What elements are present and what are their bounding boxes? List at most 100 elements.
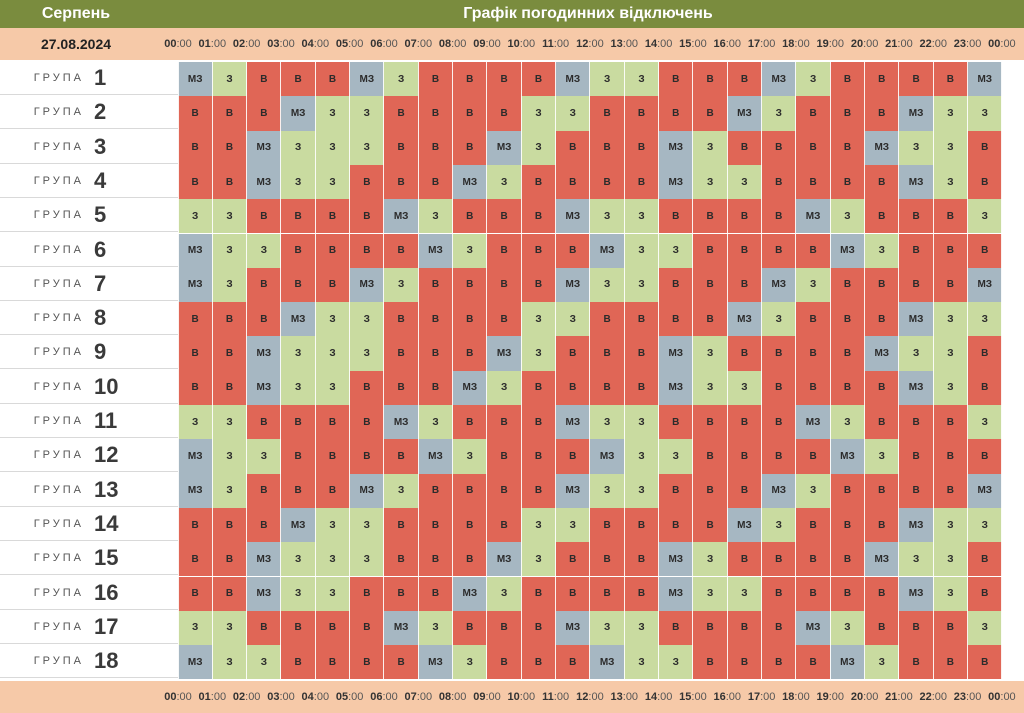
- bottom-time-label: 06:00: [370, 681, 398, 713]
- schedule-cell: В: [452, 405, 487, 440]
- top-time-label: 02:00: [233, 28, 261, 60]
- schedule-cell: В: [761, 130, 796, 165]
- schedule-cell: З: [452, 439, 487, 474]
- schedule-cell: З: [933, 164, 968, 200]
- schedule-cell: З: [315, 164, 350, 200]
- schedule-cell: З: [864, 645, 899, 680]
- schedule-cell: З: [315, 302, 350, 337]
- schedule-cell: МЗ: [589, 439, 625, 474]
- time-minute: :00: [657, 691, 673, 703]
- top-time-label: 07:00: [405, 28, 433, 60]
- schedule-cell: МЗ: [178, 233, 213, 268]
- time-minute: :00: [519, 691, 536, 703]
- schedule-cell: З: [795, 62, 831, 97]
- schedule-cell: В: [212, 130, 247, 165]
- schedule-cell: В: [761, 645, 796, 680]
- schedule-cell: В: [589, 576, 625, 611]
- schedule-cell: В: [727, 645, 762, 680]
- group-label-row: ГРУПА 17: [0, 611, 178, 644]
- schedule-cell: МЗ: [658, 164, 693, 200]
- schedule-cell: В: [624, 370, 659, 405]
- schedule-cell: В: [898, 473, 934, 508]
- time-minute: :00: [382, 38, 398, 50]
- schedule-cell: З: [349, 130, 384, 165]
- hour-divider: [349, 62, 351, 679]
- top-time-label: 14:00: [645, 28, 673, 60]
- schedule-cell: З: [178, 610, 213, 646]
- schedule-cell: З: [383, 267, 419, 303]
- schedule-cell: МЗ: [555, 473, 590, 508]
- schedule-cell: В: [349, 164, 384, 200]
- schedule-cell: В: [589, 507, 625, 543]
- schedule-cell: МЗ: [830, 439, 865, 474]
- time-hour: 04: [301, 691, 314, 703]
- group-label-row: ГРУПА 4: [0, 165, 178, 198]
- schedule-cell: В: [383, 507, 419, 543]
- time-hour: 06: [370, 691, 383, 703]
- hour-divider: [898, 62, 900, 679]
- schedule-cell: З: [212, 439, 247, 474]
- time-minute: :00: [210, 38, 227, 50]
- schedule-cell: В: [624, 96, 659, 131]
- schedule-cell: В: [315, 199, 350, 234]
- time-minute: :00: [794, 691, 810, 703]
- schedule-cell: В: [692, 473, 728, 508]
- schedule-cell: В: [555, 130, 590, 165]
- schedule-cell: МЗ: [898, 576, 934, 611]
- schedule-cell: В: [418, 302, 453, 337]
- schedule-cell: З: [212, 645, 247, 680]
- time-minute: :00: [485, 691, 501, 703]
- time-hour: 02: [232, 691, 246, 703]
- time-hour: 17: [747, 691, 761, 703]
- schedule-cell: В: [933, 473, 968, 508]
- schedule-cell: МЗ: [589, 233, 625, 268]
- schedule-cell: МЗ: [418, 645, 453, 680]
- schedule-cell: В: [349, 199, 384, 234]
- schedule-cell: З: [589, 405, 625, 440]
- schedule-cell: МЗ: [246, 130, 281, 165]
- time-hour: 12: [576, 691, 589, 703]
- top-time-label: 13:00: [611, 28, 639, 60]
- schedule-cell: В: [486, 267, 522, 303]
- schedule-cell: В: [486, 96, 522, 131]
- schedule-cell: В: [864, 199, 899, 234]
- schedule-cell: В: [452, 507, 487, 543]
- schedule-cell: З: [692, 164, 728, 200]
- schedule-cell: В: [933, 645, 968, 680]
- time-minute: :00: [863, 38, 879, 50]
- schedule-cell: В: [178, 336, 213, 371]
- schedule-cell: МЗ: [418, 233, 453, 268]
- group-number: 17: [94, 613, 119, 639]
- time-minute: :00: [1000, 691, 1016, 703]
- schedule-cell: З: [692, 576, 728, 611]
- schedule-cell: В: [521, 473, 556, 508]
- schedule-cell: В: [521, 405, 556, 440]
- top-time-label: 16:00: [713, 28, 741, 60]
- schedule-cell: З: [521, 96, 556, 131]
- schedule-cell: З: [761, 507, 796, 543]
- schedule-cell: З: [452, 233, 487, 268]
- schedule-cell: В: [178, 302, 213, 337]
- schedule-cell: В: [246, 610, 281, 646]
- schedule-cell: В: [349, 370, 384, 405]
- schedule-cell: В: [486, 233, 522, 268]
- schedule-cell: З: [212, 199, 247, 234]
- schedule-cell: В: [486, 405, 522, 440]
- bottom-time-label: 21:00: [885, 681, 913, 713]
- schedule-cell: В: [727, 439, 762, 474]
- group-label-row: ГРУПА 8: [0, 302, 178, 336]
- schedule-cell: В: [589, 542, 625, 577]
- schedule-cell: З: [486, 370, 522, 405]
- schedule-cell: МЗ: [486, 130, 522, 165]
- schedule-cell: З: [418, 610, 453, 646]
- schedule-cell: МЗ: [555, 199, 590, 234]
- schedule-cell: З: [280, 130, 316, 165]
- schedule-cell: В: [727, 62, 762, 97]
- group-number: 7: [94, 270, 107, 296]
- time-header-top: 00:00 01:00 02:00 03:00 04:00 05:00 06:00 07:00…: [152, 28, 1024, 60]
- schedule-cell: З: [212, 405, 247, 440]
- schedule-cell: В: [349, 576, 384, 611]
- schedule-cell: З: [555, 96, 590, 131]
- schedule-cell: В: [280, 439, 316, 474]
- time-minute: :00: [931, 691, 948, 703]
